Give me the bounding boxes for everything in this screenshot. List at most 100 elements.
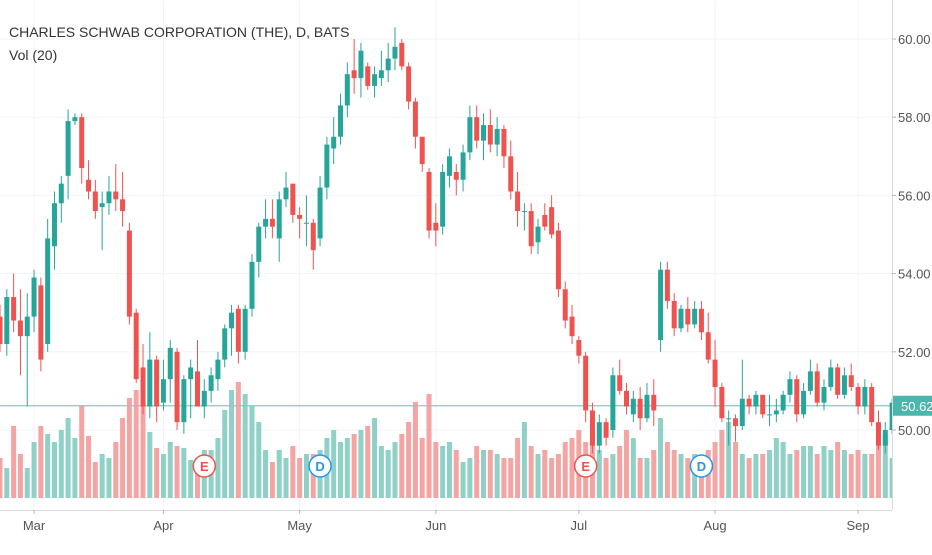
candle-body[interactable] [344, 74, 350, 106]
candle-body[interactable] [433, 222, 439, 231]
dividend-marker[interactable] [689, 454, 714, 478]
candle-body[interactable] [841, 375, 847, 395]
candle-body[interactable] [426, 171, 432, 231]
candle-body[interactable] [392, 46, 398, 59]
candle-body[interactable] [4, 297, 10, 344]
candle-body[interactable] [31, 277, 37, 317]
candle-body[interactable] [283, 187, 289, 200]
candle-body[interactable] [453, 171, 459, 180]
candle-body[interactable] [99, 203, 105, 208]
candle-body[interactable] [610, 375, 616, 430]
candle-body[interactable] [126, 230, 132, 317]
candle-body[interactable] [358, 50, 364, 79]
candle-body[interactable] [92, 191, 98, 212]
candle-body[interactable] [515, 191, 521, 212]
candle-body[interactable] [637, 398, 643, 419]
candle-body[interactable] [45, 238, 51, 344]
candle-body[interactable] [773, 410, 779, 415]
candle-body[interactable] [378, 70, 384, 79]
candle-body[interactable] [133, 312, 139, 380]
candle-body[interactable] [767, 414, 773, 416]
candle-body[interactable] [351, 70, 357, 79]
candle-body[interactable] [835, 367, 841, 395]
candle-body[interactable] [86, 179, 92, 192]
candle-body[interactable] [780, 394, 786, 411]
candle-body[interactable] [385, 58, 391, 71]
candle-body[interactable] [821, 386, 827, 403]
candle-body[interactable] [671, 300, 677, 329]
candle-body[interactable] [263, 218, 269, 227]
candle-body[interactable] [535, 226, 541, 243]
candle-body[interactable] [17, 320, 23, 337]
candle-body[interactable] [719, 386, 725, 419]
candle-body[interactable] [814, 371, 820, 403]
candle-body[interactable] [174, 351, 180, 423]
candle-body[interactable] [494, 128, 500, 145]
candle-body[interactable] [58, 183, 64, 204]
candle-body[interactable] [406, 66, 412, 102]
candle-body[interactable] [698, 308, 704, 333]
candle-body[interactable] [201, 390, 207, 407]
candle-body[interactable] [528, 211, 534, 247]
candle-body[interactable] [51, 203, 57, 247]
candle-body[interactable] [229, 312, 235, 329]
candle-body[interactable] [167, 347, 173, 380]
candle-body[interactable] [24, 316, 30, 337]
candle-body[interactable] [249, 261, 255, 309]
candle-body[interactable] [569, 316, 575, 337]
candle-body[interactable] [338, 105, 343, 137]
candle-body[interactable] [807, 371, 813, 391]
candle-body[interactable] [705, 332, 711, 360]
candle-body[interactable] [576, 340, 582, 356]
candle-body[interactable] [794, 379, 800, 415]
candle-body[interactable] [481, 125, 487, 141]
candle-body[interactable] [474, 117, 480, 141]
candle-body[interactable] [460, 152, 466, 180]
candle-body[interactable] [222, 328, 228, 360]
candle-body[interactable] [65, 121, 71, 176]
candle-body[interactable] [746, 398, 752, 407]
candle-body[interactable] [290, 183, 296, 215]
candle-body[interactable] [630, 398, 636, 415]
candle-body[interactable] [256, 226, 262, 262]
candle-body[interactable] [106, 191, 112, 204]
candle-body[interactable] [828, 367, 834, 387]
earnings-marker[interactable] [192, 454, 217, 478]
candle-body[interactable] [446, 156, 452, 176]
candle-body[interactable] [324, 144, 330, 188]
candle-body[interactable] [140, 367, 146, 407]
candle-body[interactable] [562, 289, 568, 321]
candle-body[interactable] [875, 422, 881, 446]
candle-body[interactable] [753, 394, 759, 407]
candle-body[interactable] [160, 379, 166, 403]
candle-body[interactable] [624, 390, 630, 407]
candle-body[interactable] [869, 386, 875, 423]
candle-body[interactable] [692, 308, 698, 325]
candle-body[interactable] [194, 371, 200, 407]
candle-body[interactable] [542, 214, 548, 227]
candle-body[interactable] [487, 125, 493, 145]
candle-body[interactable] [154, 359, 160, 407]
candle-body[interactable] [739, 398, 745, 427]
candle-body[interactable] [801, 390, 807, 415]
candle-body[interactable] [147, 359, 153, 407]
candle-body[interactable] [399, 42, 405, 67]
candle-body[interactable] [412, 101, 418, 137]
candle-body[interactable] [276, 199, 282, 239]
candle-body[interactable] [848, 375, 854, 387]
candle-body[interactable] [787, 379, 793, 395]
candle-body[interactable] [644, 394, 650, 419]
candle-body[interactable] [0, 316, 3, 344]
candle-body[interactable] [583, 355, 589, 411]
candle-body[interactable] [11, 297, 17, 321]
candle-body[interactable] [419, 136, 425, 165]
candle-body[interactable] [38, 285, 44, 360]
candle-body[interactable] [508, 156, 514, 192]
candle-body[interactable] [467, 117, 473, 153]
candle-body[interactable] [365, 66, 371, 86]
candle-body[interactable] [331, 136, 337, 149]
candle-body[interactable] [685, 308, 691, 325]
candle-body[interactable] [440, 171, 446, 227]
